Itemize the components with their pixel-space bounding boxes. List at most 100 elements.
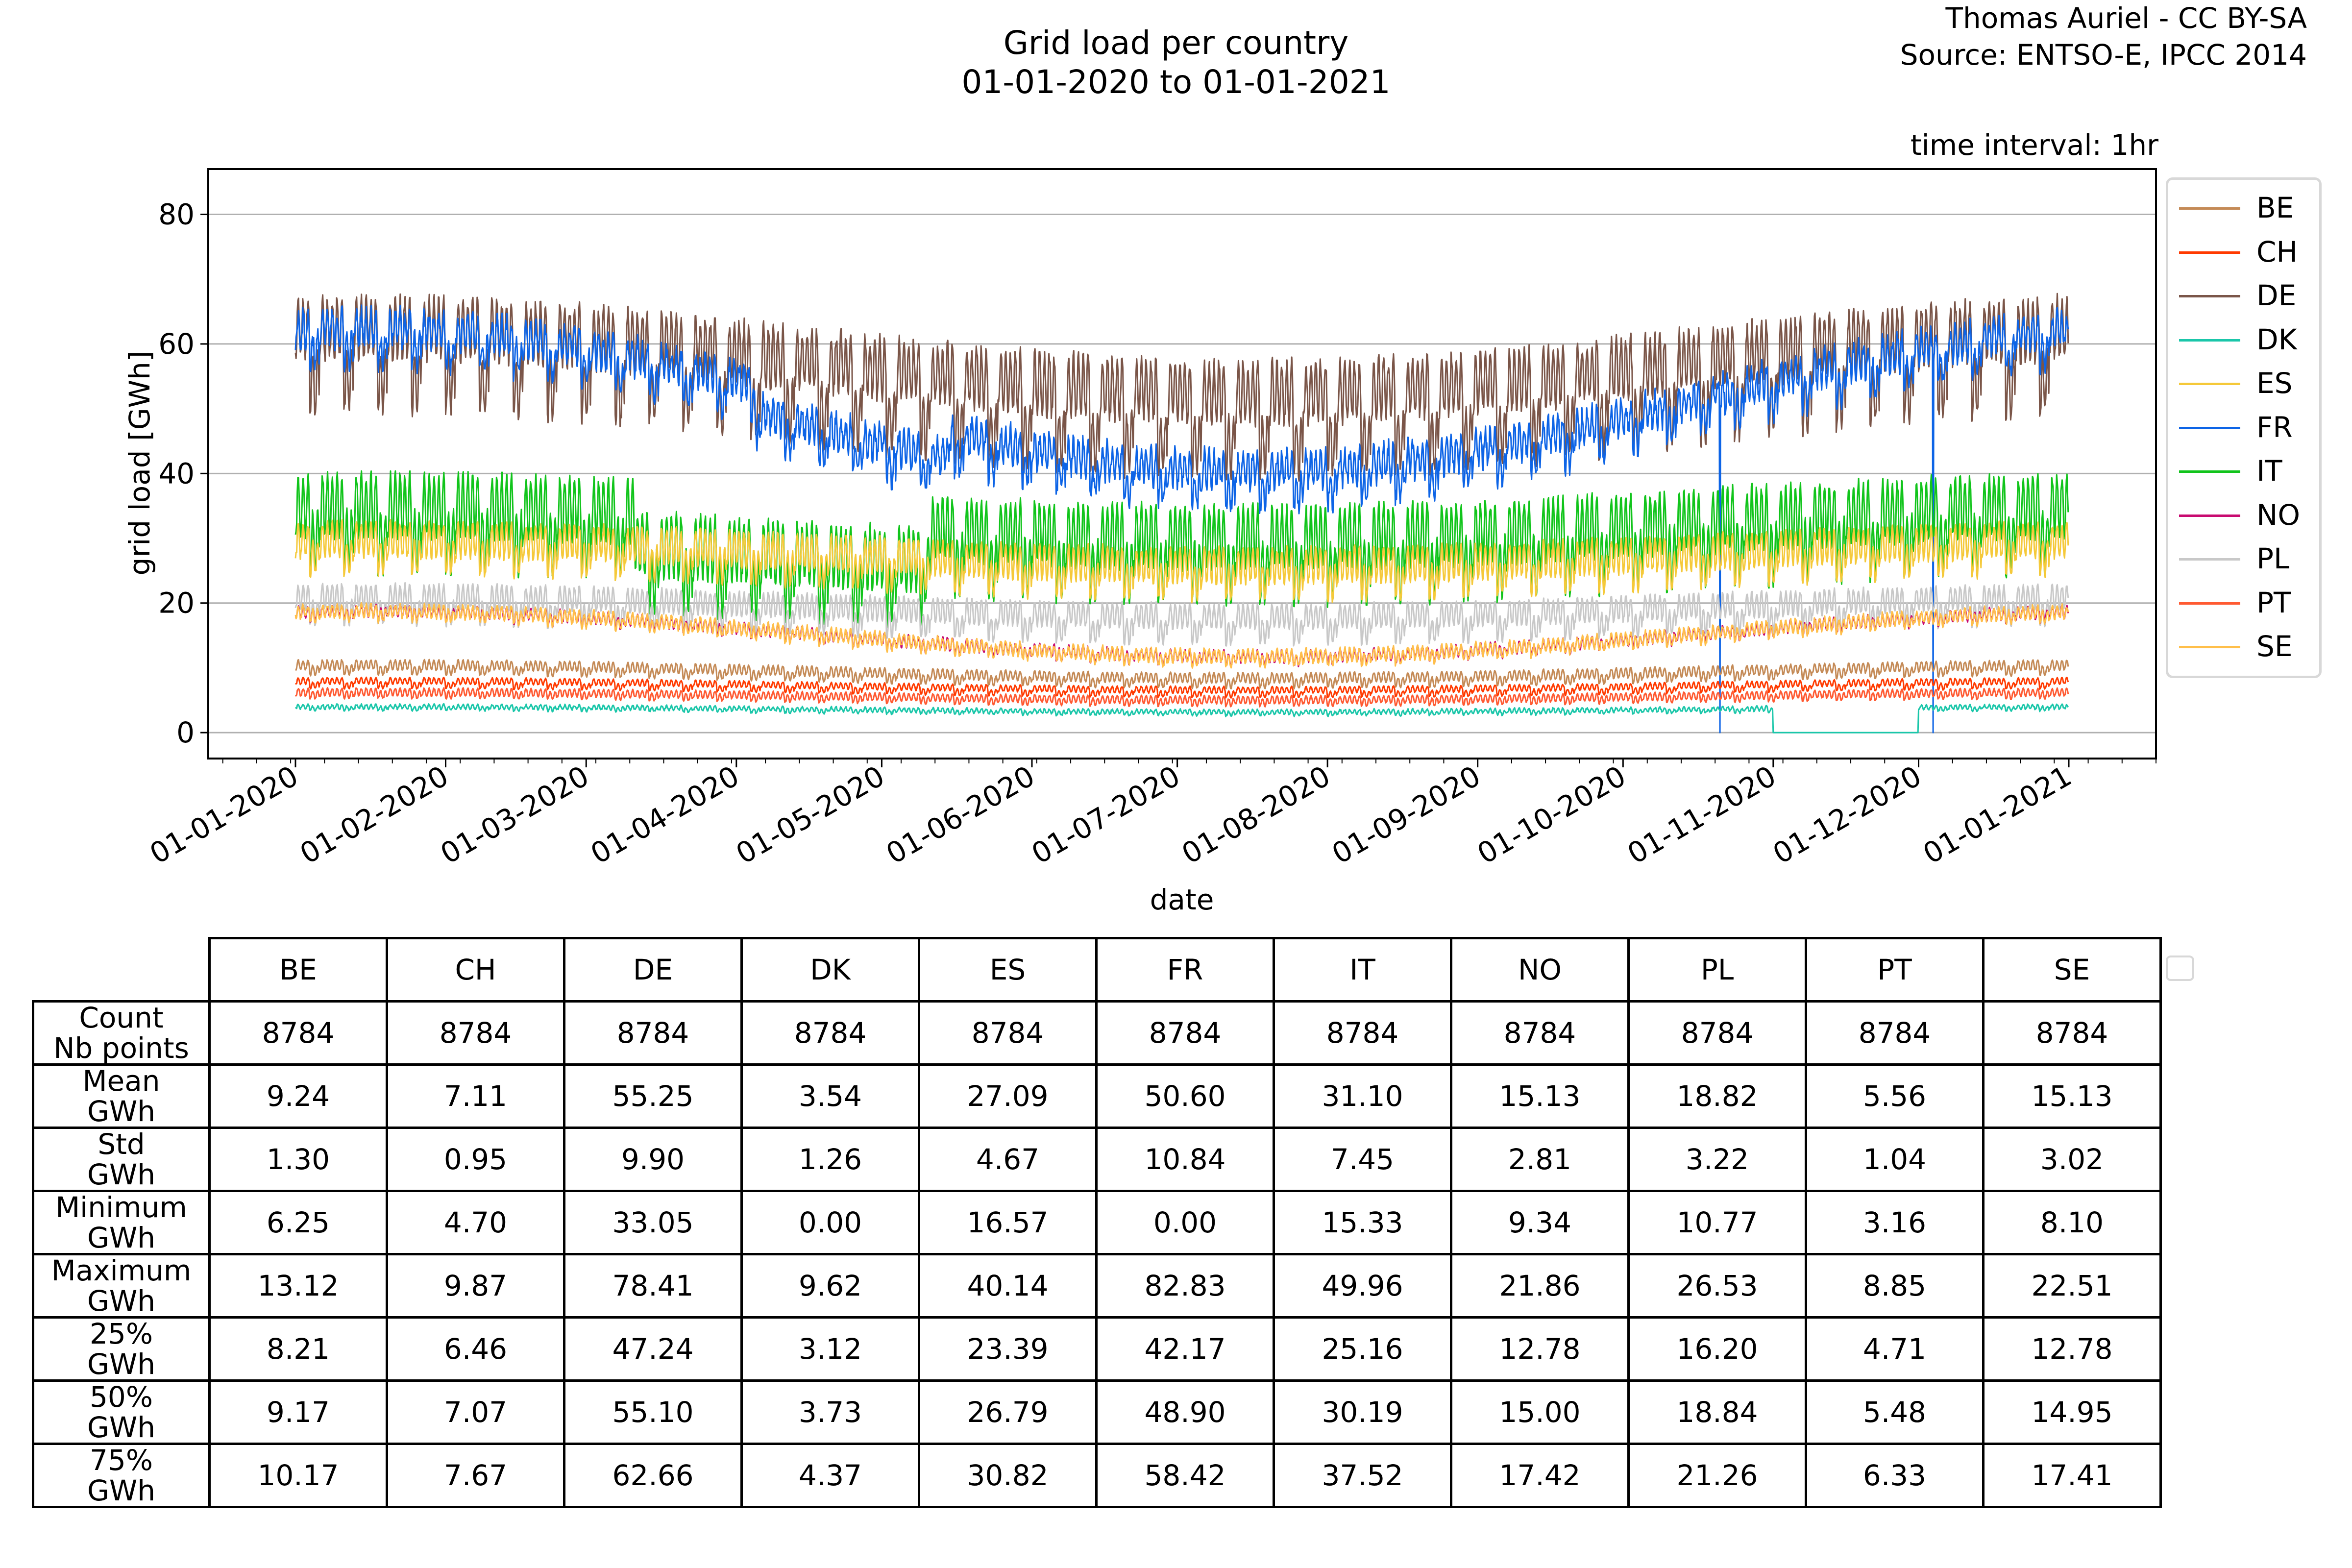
- table-cell: 8784: [740, 1000, 920, 1066]
- table-cell: 15.00: [1450, 1379, 1630, 1445]
- table-row: 75% GWh 10.17 7.67 62.66 4.37 30.82 58.42 37.52 1…: [32, 1443, 2162, 1508]
- table-cell: 21.26: [1627, 1443, 1807, 1508]
- legend-label: NO: [2256, 498, 2301, 532]
- row-label: Count Nb points: [32, 1000, 211, 1066]
- table-cell: 3.73: [740, 1379, 920, 1445]
- table-cell: 8784: [1273, 1000, 1452, 1066]
- table-row: 25% GWh 8.21 6.46 47.24 3.12 23.39 42.17 25.16 12…: [32, 1316, 2162, 1382]
- table-cell: 30.82: [918, 1443, 1098, 1508]
- plot-frame: [207, 168, 2157, 760]
- table-cell: 22.51: [1982, 1253, 2162, 1319]
- table-cell: 9.87: [386, 1253, 565, 1319]
- table-cell: 17.41: [1982, 1443, 2162, 1508]
- legend-item-be: BE: [2168, 188, 2315, 231]
- column-header: SE: [1982, 937, 2162, 1003]
- x-tick-label: 01-08-2020: [1176, 759, 1336, 870]
- x-tick-label: 01-07-2020: [1026, 759, 1186, 870]
- table-cell: 31.10: [1273, 1063, 1452, 1129]
- table-cell: 55.25: [563, 1063, 743, 1129]
- y-tick-label: 0: [176, 716, 195, 749]
- table-cell: 26.53: [1627, 1253, 1807, 1319]
- series-line-de: [294, 293, 2069, 482]
- legend-swatch: [2179, 514, 2240, 517]
- legend-label: DK: [2256, 322, 2297, 356]
- legend-item-pt: PT: [2168, 583, 2315, 626]
- series-line-be: [295, 659, 2069, 689]
- table-cell: 8.10: [1982, 1190, 2162, 1255]
- column-header: FR: [1095, 937, 1275, 1003]
- legend-item-fr: FR: [2168, 407, 2315, 450]
- chart-title-line1: Grid load per country: [1003, 24, 1349, 62]
- legend: BE CH DE DK ES FR IT NO PL PT SE: [2166, 177, 2322, 678]
- table-row: Maximum GWh 13.12 9.87 78.41 9.62 40.14 82.83 49…: [32, 1253, 2162, 1319]
- table-cell: 8784: [386, 1000, 565, 1066]
- column-header: IT: [1273, 937, 1452, 1003]
- column-header: PT: [1805, 937, 1984, 1003]
- legend-item-de: DE: [2168, 275, 2315, 318]
- table-cell: 47.24: [563, 1316, 743, 1382]
- table-cell: 27.09: [918, 1063, 1098, 1129]
- x-axis: 01-01-202001-02-202001-03-202001-04-2020…: [144, 759, 2156, 871]
- table-cell: 0.00: [1095, 1190, 1275, 1255]
- table-cell: 8784: [208, 1000, 388, 1066]
- table-cell: 1.30: [208, 1127, 388, 1192]
- table-cell: 15.33: [1273, 1190, 1452, 1255]
- x-tick-label: 01-04-2020: [585, 759, 745, 870]
- x-tick-label: 01-12-2020: [1767, 759, 1927, 870]
- legend-label: ES: [2256, 367, 2293, 400]
- series-line-pt: [294, 687, 2069, 708]
- table-cell: 0.00: [740, 1190, 920, 1255]
- empty-legend-box: [2166, 956, 2194, 981]
- table-cell: 8.85: [1805, 1253, 1984, 1319]
- table-cell: 82.83: [1095, 1253, 1275, 1319]
- y-axis-label: grid load [GWh]: [123, 351, 156, 576]
- table-cell: 18.84: [1627, 1379, 1807, 1445]
- table-cell: 49.96: [1273, 1253, 1452, 1319]
- row-label: 75% GWh: [32, 1443, 211, 1508]
- table-cell: 18.82: [1627, 1063, 1807, 1129]
- table-cell: 14.95: [1982, 1379, 2162, 1445]
- grid-load-chart: 0 20 40 60 80 01-01-202001-02-202001-03-2020…: [123, 168, 2157, 916]
- y-tick-label: 80: [158, 198, 195, 231]
- legend-label: PL: [2256, 542, 2290, 575]
- table-cell: 5.48: [1805, 1379, 1984, 1445]
- table-cell: 13.12: [208, 1253, 388, 1319]
- table-cell: 58.42: [1095, 1443, 1275, 1508]
- table-cell: 9.62: [740, 1253, 920, 1319]
- table-cell: 4.70: [386, 1190, 565, 1255]
- column-header: NO: [1450, 937, 1630, 1003]
- table-cell: 4.37: [740, 1443, 920, 1508]
- statistics-table: BE CH DE DK ES FR IT NO PL PT SE Count Nb points 8784…: [32, 937, 2162, 1508]
- table-cell: 10.17: [208, 1443, 388, 1508]
- x-tick-label: 01-01-2021: [1917, 759, 2077, 870]
- column-header: ES: [918, 937, 1098, 1003]
- row-label: Std GWh: [32, 1127, 211, 1192]
- table-cell: 40.14: [918, 1253, 1098, 1319]
- table-cell: 8784: [1450, 1000, 1630, 1066]
- legend-label: SE: [2256, 630, 2293, 663]
- legend-swatch: [2179, 383, 2240, 385]
- table-row: Std GWh 1.30 0.95 9.90 1.26 4.67 10.84 7.45 2.81 3…: [32, 1127, 2162, 1192]
- table-cell: 26.79: [918, 1379, 1098, 1445]
- x-tick-label: 01-10-2020: [1471, 759, 1631, 870]
- table-cell: 62.66: [563, 1443, 743, 1508]
- table-cell: 15.13: [1450, 1063, 1630, 1129]
- table-corner: [33, 938, 211, 1003]
- legend-swatch: [2179, 426, 2240, 429]
- table-cell: 37.52: [1273, 1443, 1452, 1508]
- table-cell: 8.21: [208, 1316, 388, 1382]
- table-cell: 55.10: [563, 1379, 743, 1445]
- table-cell: 30.19: [1273, 1379, 1452, 1445]
- table-cell: 6.25: [208, 1190, 388, 1255]
- table-cell: 48.90: [1095, 1379, 1275, 1445]
- table-row: Count Nb points 8784 8784 8784 8784 8784 8784 87…: [32, 1000, 2162, 1066]
- table-cell: 5.56: [1805, 1063, 1984, 1129]
- table-cell: 8784: [563, 1000, 743, 1066]
- table-cell: 1.26: [740, 1127, 920, 1192]
- table-cell: 25.16: [1273, 1316, 1452, 1382]
- table-cell: 42.17: [1095, 1316, 1275, 1382]
- credit-author: Thomas Auriel - CC BY-SA: [1945, 1, 2307, 35]
- table-cell: 10.84: [1095, 1127, 1275, 1192]
- x-tick-label: 01-05-2020: [731, 759, 890, 870]
- table-cell: 3.12: [740, 1316, 920, 1382]
